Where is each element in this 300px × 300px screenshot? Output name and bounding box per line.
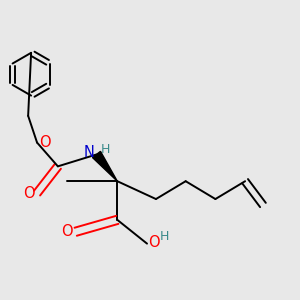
Text: O: O bbox=[40, 135, 51, 150]
Polygon shape bbox=[92, 152, 117, 181]
Text: O: O bbox=[23, 186, 34, 201]
Text: H: H bbox=[101, 142, 110, 156]
Text: H: H bbox=[160, 230, 170, 243]
Text: O: O bbox=[148, 235, 159, 250]
Text: O: O bbox=[61, 224, 73, 239]
Text: N: N bbox=[84, 146, 94, 160]
